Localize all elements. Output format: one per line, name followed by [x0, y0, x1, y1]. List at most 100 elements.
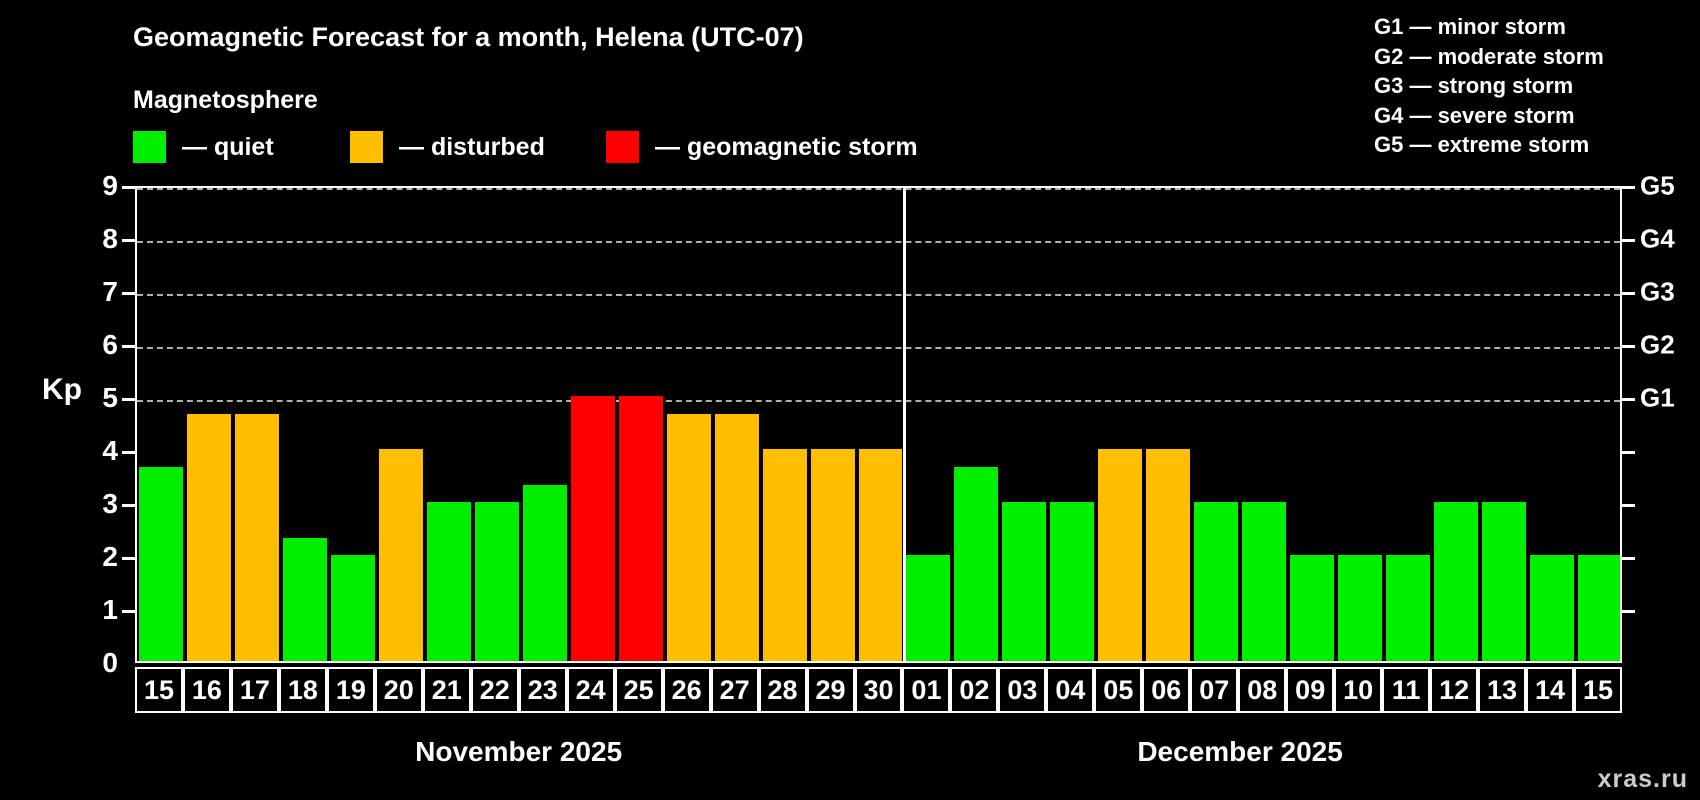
- y-tick-mark-4: [122, 451, 135, 454]
- bar-06-disturbed[interactable]: [1146, 449, 1191, 661]
- gridline-kp-6: [137, 347, 1620, 349]
- y-tick-mark-6: [122, 345, 135, 348]
- plot-area: [135, 186, 1622, 663]
- bar-30-disturbed[interactable]: [858, 449, 903, 661]
- quiet-legend-swatch-icon: [133, 131, 166, 163]
- g-axis-labels: G1 G2 G3 G4 G5: [1640, 171, 1700, 663]
- y-tick-label-7: 7: [102, 276, 118, 307]
- bar-15-quiet[interactable]: [1578, 555, 1620, 661]
- bar-21-quiet[interactable]: [426, 502, 471, 661]
- bar-16-disturbed[interactable]: [186, 413, 231, 661]
- date-cell-20[interactable]: 05: [1094, 667, 1143, 713]
- y-tick-label-1: 1: [102, 594, 118, 625]
- date-cell-21[interactable]: 06: [1142, 667, 1191, 713]
- date-cell-1[interactable]: 16: [182, 667, 231, 713]
- date-cell-6[interactable]: 21: [422, 667, 471, 713]
- g-tick-label-G4: G4: [1640, 223, 1675, 254]
- bar-01-quiet[interactable]: [906, 555, 951, 661]
- g-tick-mark-kp-9: [1622, 186, 1635, 189]
- bar-26-disturbed[interactable]: [666, 413, 711, 661]
- y-tick-mark-3: [122, 504, 135, 507]
- date-cell-29[interactable]: 14: [1526, 667, 1575, 713]
- date-cell-14[interactable]: 29: [806, 667, 855, 713]
- date-cell-17[interactable]: 02: [950, 667, 999, 713]
- date-cell-4[interactable]: 19: [326, 667, 375, 713]
- bar-24-storm[interactable]: [570, 396, 615, 661]
- bar-25-storm[interactable]: [618, 396, 663, 661]
- bar-07-quiet[interactable]: [1194, 502, 1239, 661]
- g-tick-label-G5: G5: [1640, 170, 1675, 201]
- bar-09-quiet[interactable]: [1290, 555, 1335, 661]
- g-tick-mark-kp-1: [1622, 610, 1635, 613]
- y-tick-mark-1: [122, 610, 135, 613]
- date-cell-19[interactable]: 04: [1046, 667, 1095, 713]
- bar-22-quiet[interactable]: [474, 502, 519, 661]
- disturbed-legend-text: — disturbed: [399, 132, 545, 161]
- gridline-kp-8: [137, 241, 1620, 243]
- gridline-kp-5: [137, 400, 1620, 402]
- bar-18-quiet[interactable]: [282, 537, 327, 661]
- date-cell-9[interactable]: 24: [566, 667, 615, 713]
- date-cell-24[interactable]: 09: [1286, 667, 1335, 713]
- y-tick-mark-9: [122, 186, 135, 189]
- bar-13-quiet[interactable]: [1482, 502, 1527, 661]
- date-cell-27[interactable]: 12: [1430, 667, 1479, 713]
- date-cell-16[interactable]: 01: [902, 667, 951, 713]
- date-cell-10[interactable]: 25: [614, 667, 663, 713]
- date-cell-8[interactable]: 23: [518, 667, 567, 713]
- g-tick-mark-kp-8: [1622, 239, 1635, 242]
- date-cell-12[interactable]: 27: [710, 667, 759, 713]
- g-tick-mark-kp-5: [1622, 398, 1635, 401]
- g-scale-line-1: G1 — minor storm: [1374, 14, 1566, 39]
- date-cell-22[interactable]: 07: [1190, 667, 1239, 713]
- g-scale-line-5: G5 — extreme storm: [1374, 132, 1590, 157]
- y-tick-label-0: 0: [102, 647, 118, 678]
- date-cell-28[interactable]: 13: [1478, 667, 1527, 713]
- g-scale-line-4: G4 — severe storm: [1374, 102, 1575, 128]
- g-scale-line-3: G3 — strong storm: [1374, 73, 1574, 98]
- page-title: Geomagnetic Forecast for a month, Helena…: [133, 22, 804, 52]
- g-tick-mark-kp-6: [1622, 345, 1635, 348]
- bar-14-quiet[interactable]: [1530, 555, 1575, 661]
- date-cell-25[interactable]: 10: [1334, 667, 1383, 713]
- bar-08-quiet[interactable]: [1242, 502, 1287, 661]
- bar-15-quiet[interactable]: [139, 466, 183, 661]
- month-label-0: November 2025: [415, 736, 623, 767]
- bar-02-quiet[interactable]: [954, 466, 999, 661]
- date-cell-15[interactable]: 30: [854, 667, 903, 713]
- bar-28-disturbed[interactable]: [762, 449, 807, 661]
- g-scale-line-2: G2 — moderate storm: [1374, 43, 1604, 69]
- date-cell-26[interactable]: 11: [1382, 667, 1431, 713]
- bar-20-disturbed[interactable]: [378, 449, 423, 661]
- gridline-kp-9: [137, 188, 1620, 190]
- date-cell-3[interactable]: 18: [278, 667, 327, 713]
- date-cell-13[interactable]: 28: [758, 667, 807, 713]
- bar-29-disturbed[interactable]: [810, 449, 855, 661]
- bar-17-disturbed[interactable]: [234, 413, 279, 661]
- bar-23-quiet[interactable]: [522, 484, 567, 661]
- y-tick-label-4: 4: [102, 435, 118, 466]
- date-cell-2[interactable]: 17: [230, 667, 279, 713]
- date-cell-18[interactable]: 03: [998, 667, 1047, 713]
- date-cell-0[interactable]: 15: [135, 667, 183, 713]
- y-tick-label-8: 8: [102, 223, 118, 254]
- bar-03-quiet[interactable]: [1002, 502, 1047, 661]
- bar-12-quiet[interactable]: [1434, 502, 1479, 661]
- bar-10-quiet[interactable]: [1338, 555, 1383, 661]
- y-tick-label-2: 2: [102, 541, 118, 572]
- watermark: xras.ru: [1597, 765, 1688, 793]
- date-cell-23[interactable]: 08: [1238, 667, 1287, 713]
- g-tick-mark-kp-7: [1622, 292, 1635, 295]
- bar-11-quiet[interactable]: [1386, 555, 1431, 661]
- bar-19-quiet[interactable]: [330, 555, 375, 661]
- date-cell-7[interactable]: 22: [470, 667, 519, 713]
- month-divider: [902, 188, 906, 661]
- bar-27-disturbed[interactable]: [714, 413, 759, 661]
- bar-05-disturbed[interactable]: [1098, 449, 1143, 661]
- date-cell-30[interactable]: 15: [1574, 667, 1622, 713]
- date-cell-5[interactable]: 20: [374, 667, 423, 713]
- y-tick-label-6: 6: [102, 329, 118, 360]
- bar-04-quiet[interactable]: [1050, 502, 1095, 661]
- date-cell-11[interactable]: 26: [662, 667, 711, 713]
- month-label-1: December 2025: [1137, 736, 1343, 767]
